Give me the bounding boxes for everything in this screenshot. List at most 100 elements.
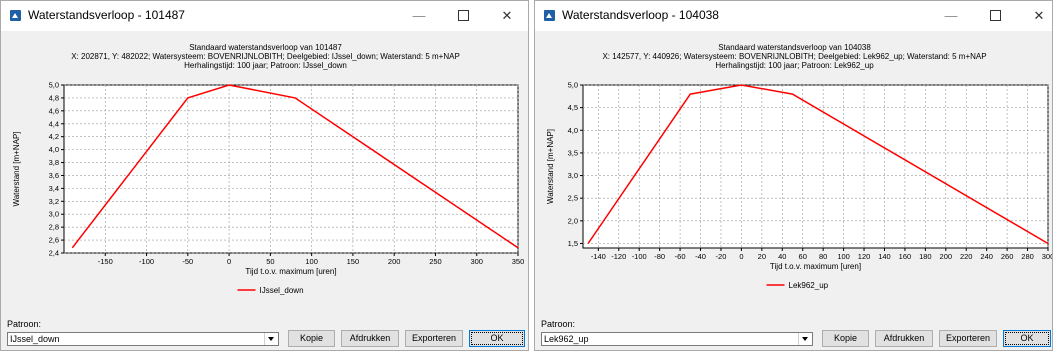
export-button[interactable]: Exporteren bbox=[405, 330, 463, 347]
close-button[interactable]: ✕ bbox=[1017, 1, 1052, 31]
chart-title-line: X: 202871, Y: 482022; Watersysteem: BOVE… bbox=[71, 52, 460, 61]
x-tick-label: -40 bbox=[695, 252, 706, 261]
maximize-icon bbox=[989, 10, 1001, 22]
ok-button[interactable]: OK bbox=[1003, 330, 1051, 347]
x-tick-label: 0 bbox=[739, 252, 743, 261]
x-tick-label: 80 bbox=[819, 252, 827, 261]
window-title: Waterstandsverloop - 104038 bbox=[562, 8, 719, 22]
y-axis-label: Waterstand [m+NAP] bbox=[546, 129, 555, 204]
chart-title-line: Standaard waterstandsverloop van 101487 bbox=[189, 43, 342, 52]
pattern-label: Patroon: bbox=[7, 319, 42, 329]
x-tick-label: 140 bbox=[878, 252, 891, 261]
x-tick-label: -80 bbox=[654, 252, 665, 261]
copy-button[interactable]: Kopie bbox=[288, 330, 335, 347]
y-tick-label: 2,4 bbox=[49, 249, 59, 258]
export-button[interactable]: Exporteren bbox=[939, 330, 997, 347]
maximize-icon bbox=[457, 10, 469, 22]
y-tick-label: 3,8 bbox=[49, 158, 59, 167]
x-tick-label: -100 bbox=[632, 252, 647, 261]
y-tick-label: 4,4 bbox=[49, 119, 59, 128]
x-tick-label: 40 bbox=[778, 252, 786, 261]
chart-window: Waterstandsverloop - 104038 — ✕ Standaar… bbox=[534, 0, 1053, 351]
y-tick-label: 3,6 bbox=[49, 171, 59, 180]
y-tick-label: 4,0 bbox=[568, 126, 578, 135]
y-tick-label: 5,0 bbox=[568, 81, 578, 90]
y-tick-label: 1,5 bbox=[568, 239, 578, 248]
y-tick-label: 4,2 bbox=[49, 132, 59, 141]
print-button[interactable]: Afdrukken bbox=[341, 330, 399, 347]
x-tick-label: 60 bbox=[799, 252, 807, 261]
y-tick-label: 4,6 bbox=[49, 106, 59, 115]
chart-title-line: X: 142577, Y: 440926; Watersysteem: BOVE… bbox=[602, 52, 986, 61]
pattern-select[interactable]: Lek962_up bbox=[541, 332, 813, 346]
y-tick-label: 4,0 bbox=[49, 145, 59, 154]
minimize-icon: — bbox=[944, 8, 958, 23]
x-tick-label: 280 bbox=[1021, 252, 1034, 261]
pattern-select[interactable]: IJssel_down bbox=[7, 332, 279, 346]
y-tick-label: 4,5 bbox=[568, 103, 578, 112]
x-tick-label: 150 bbox=[347, 257, 360, 266]
y-axis-label: Waterstand [m+NAP] bbox=[12, 131, 21, 206]
y-tick-label: 2,8 bbox=[49, 223, 59, 232]
y-tick-label: 4,8 bbox=[49, 93, 59, 102]
ok-button-label: OK bbox=[1005, 332, 1049, 345]
maximize-button[interactable] bbox=[441, 1, 485, 31]
x-tick-label: 240 bbox=[980, 252, 993, 261]
app-icon bbox=[10, 10, 21, 21]
minimize-button[interactable]: — bbox=[397, 1, 441, 31]
print-button[interactable]: Afdrukken bbox=[875, 330, 933, 347]
ok-button-label: OK bbox=[471, 332, 523, 345]
x-tick-label: 50 bbox=[266, 257, 274, 266]
x-tick-label: -120 bbox=[611, 252, 626, 261]
pattern-select-value: Lek962_up bbox=[544, 334, 589, 344]
y-tick-label: 2,6 bbox=[49, 236, 59, 245]
plot-area bbox=[582, 84, 1049, 249]
y-tick-label: 3,0 bbox=[568, 171, 578, 180]
plot-area bbox=[63, 84, 519, 254]
x-tick-label: -100 bbox=[139, 257, 154, 266]
x-tick-label: 220 bbox=[960, 252, 973, 261]
x-tick-label: -60 bbox=[675, 252, 686, 261]
x-tick-label: 300 bbox=[470, 257, 483, 266]
x-tick-label: 300 bbox=[1042, 252, 1053, 261]
legend-label: IJssel_down bbox=[260, 286, 304, 295]
minimize-button[interactable]: — bbox=[929, 1, 973, 31]
x-tick-label: -150 bbox=[98, 257, 113, 266]
x-axis-label: Tijd t.o.v. maximum [uren] bbox=[245, 267, 336, 276]
x-tick-label: 250 bbox=[429, 257, 442, 266]
y-tick-label: 3,2 bbox=[49, 197, 59, 206]
title-bar[interactable]: Waterstandsverloop - 104038 — ✕ bbox=[535, 1, 1052, 31]
x-tick-label: 100 bbox=[305, 257, 318, 266]
minimize-icon: — bbox=[412, 8, 426, 23]
close-icon: ✕ bbox=[1033, 8, 1045, 23]
x-tick-label: 350 bbox=[512, 257, 525, 266]
maximize-button[interactable] bbox=[973, 1, 1017, 31]
x-tick-label: 260 bbox=[1001, 252, 1014, 261]
title-bar[interactable]: Waterstandsverloop - 101487 — ✕ bbox=[1, 1, 528, 31]
chevron-down-icon[interactable] bbox=[264, 333, 278, 345]
x-axis-label: Tijd t.o.v. maximum [uren] bbox=[770, 262, 861, 271]
close-button[interactable]: ✕ bbox=[485, 1, 528, 31]
y-tick-label: 3,4 bbox=[49, 184, 59, 193]
x-tick-label: 160 bbox=[899, 252, 912, 261]
chart-title-line: Herhalingstijd: 100 jaar; Patroon: IJsse… bbox=[184, 61, 347, 70]
chart-title-line: Herhalingstijd: 100 jaar; Patroon: Lek96… bbox=[715, 61, 874, 70]
y-tick-label: 3,0 bbox=[49, 210, 59, 219]
x-tick-label: 200 bbox=[940, 252, 953, 261]
copy-button[interactable]: Kopie bbox=[822, 330, 869, 347]
x-tick-label: -140 bbox=[591, 252, 606, 261]
y-tick-label: 2,5 bbox=[568, 194, 578, 203]
chevron-down-icon[interactable] bbox=[798, 333, 812, 345]
line-chart: Standaard waterstandsverloop van 101487X… bbox=[12, 43, 525, 295]
chart-title-line: Standaard waterstandsverloop van 104038 bbox=[718, 43, 871, 52]
x-tick-label: 0 bbox=[227, 257, 231, 266]
x-tick-label: 100 bbox=[837, 252, 850, 261]
window-title: Waterstandsverloop - 101487 bbox=[28, 8, 185, 22]
x-tick-label: 20 bbox=[758, 252, 766, 261]
x-tick-label: 200 bbox=[388, 257, 401, 266]
app-icon bbox=[544, 10, 555, 21]
pattern-select-value: IJssel_down bbox=[10, 334, 60, 344]
close-icon: ✕ bbox=[501, 8, 513, 23]
ok-button[interactable]: OK bbox=[469, 330, 525, 347]
legend-label: Lek962_up bbox=[789, 281, 829, 290]
